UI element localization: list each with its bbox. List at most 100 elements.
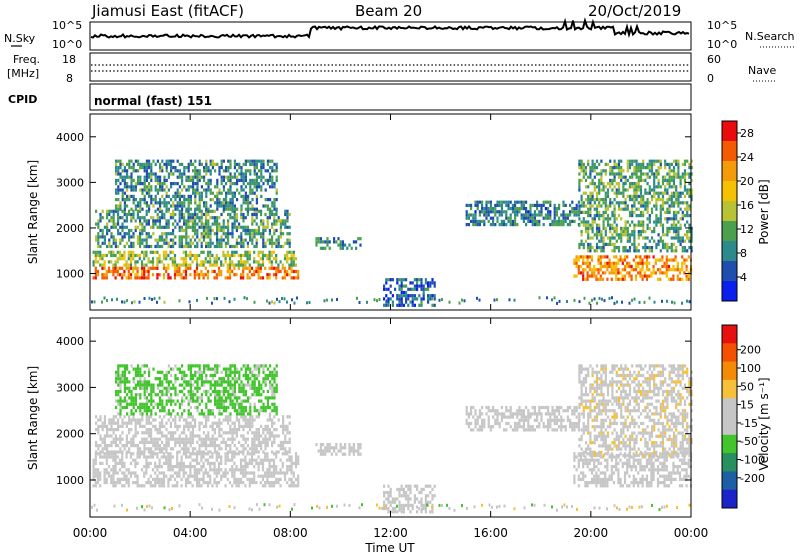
echo-cell [145, 172, 148, 176]
echo-cell [648, 220, 651, 224]
echo-cell [260, 169, 263, 173]
echo-cell [416, 287, 419, 291]
echo-cell [178, 244, 181, 249]
echo-cell [604, 264, 607, 269]
echo-cell [242, 465, 245, 469]
echo-cell [194, 191, 197, 195]
echo-cell [187, 455, 190, 459]
echo-cell [117, 437, 120, 441]
echo-cell [277, 219, 280, 223]
echo-cell [666, 191, 669, 195]
echo-cell [582, 217, 585, 221]
echo-cell [196, 191, 199, 195]
echo-cell [143, 474, 146, 478]
echo-cell [520, 200, 523, 204]
echo-cell [145, 428, 148, 432]
echo-cell [681, 249, 684, 253]
echo-cell [339, 243, 342, 247]
echo-cell [644, 201, 647, 205]
echo-cell [608, 261, 611, 265]
echo-cell [156, 207, 159, 211]
echo-cell [161, 393, 164, 397]
echo-cell [227, 188, 230, 192]
echo-cell [126, 204, 129, 208]
echo-cell [655, 185, 658, 189]
echo-cell [259, 269, 262, 274]
echo-cell [522, 213, 525, 217]
echo-cell [635, 185, 638, 189]
echo-cell [283, 257, 287, 261]
echo-cell [187, 204, 190, 208]
echo-cell [121, 191, 124, 195]
echo-cell [474, 223, 477, 227]
echo-cell [613, 159, 616, 163]
echo-cell [630, 268, 633, 272]
echo-cell [140, 276, 144, 280]
echo-cell [266, 440, 269, 444]
echo-cell [637, 194, 640, 198]
echo-cell [141, 198, 144, 202]
echo-cell [114, 238, 117, 242]
echo-cell [677, 162, 680, 166]
echo-cell [97, 225, 100, 229]
echo-cell [132, 386, 135, 390]
echo-cell [96, 468, 100, 472]
echo-cell [96, 269, 100, 274]
echo-cell [140, 260, 144, 264]
echo-cell [203, 178, 206, 182]
echo-cell [672, 242, 676, 246]
echo-cell [642, 166, 645, 170]
echo-cell [141, 402, 144, 406]
echo-cell [117, 373, 120, 378]
echo-cell [661, 194, 665, 198]
echo-cell [121, 461, 124, 465]
echo-cell [147, 447, 150, 451]
echo-cell [165, 402, 168, 406]
echo-cell [141, 241, 144, 245]
echo-cell [149, 452, 152, 456]
echo-cell [233, 212, 236, 217]
echo-cell [593, 249, 596, 253]
echo-cell [240, 225, 243, 229]
echo-cell [106, 299, 108, 302]
echo-cell [598, 172, 601, 176]
echo-cell [145, 232, 148, 236]
echo-cell [672, 191, 676, 195]
echo-cell [132, 198, 135, 202]
echo-cell [235, 212, 238, 217]
echo-cell [108, 219, 111, 223]
echo-cell [551, 223, 554, 227]
echo-cell [161, 238, 164, 242]
echo-cell [638, 300, 641, 304]
echo-cell [132, 166, 135, 170]
echo-cell [253, 219, 256, 223]
echo-cell [231, 269, 234, 274]
echo-cell [529, 216, 532, 220]
echo-cell [189, 421, 192, 425]
echo-cell [128, 440, 131, 444]
echo-cell [617, 249, 621, 253]
echo-cell [608, 264, 611, 269]
echo-cell [134, 273, 137, 277]
echo-cell [275, 465, 278, 469]
echo-cell [167, 437, 170, 441]
echo-cell [207, 178, 210, 182]
echo-cell [661, 255, 664, 259]
echo-cell [158, 253, 161, 258]
echo-cell [121, 273, 124, 277]
echo-cell [226, 455, 229, 459]
echo-cell [156, 178, 159, 182]
echo-cell [167, 418, 170, 422]
echo-cell [99, 452, 102, 456]
echo-cell [94, 455, 97, 459]
echo-cell [189, 194, 192, 198]
echo-cell [129, 461, 133, 465]
echo-cell [290, 477, 293, 481]
echo-cell [657, 194, 660, 198]
echo-cell [209, 465, 212, 469]
echo-cell [156, 225, 159, 229]
echo-cell [247, 198, 250, 202]
echo-cell [642, 194, 645, 198]
echo-cell [148, 191, 151, 195]
echo-cell [612, 264, 616, 269]
